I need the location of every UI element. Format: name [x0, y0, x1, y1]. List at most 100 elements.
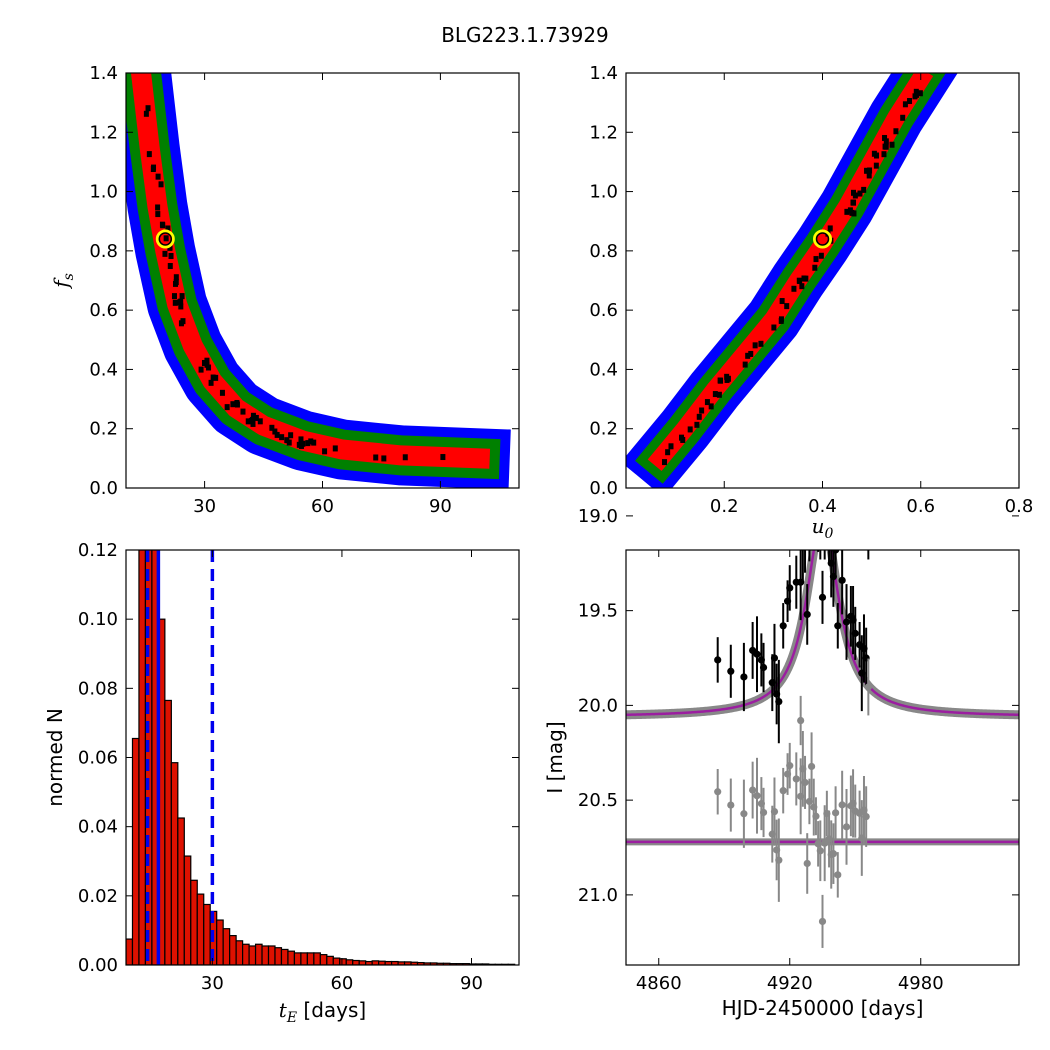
density-peak-pixel	[373, 454, 379, 461]
density-peak-pixel	[158, 181, 164, 188]
y-tick-label: 20.5	[578, 790, 618, 811]
histogram-bar	[190, 879, 198, 965]
residual-point	[807, 762, 816, 771]
density-peak-pixel	[250, 420, 256, 427]
x-axis-label-sub: E	[286, 1010, 297, 1026]
y-tick-label: 0.0	[589, 478, 618, 499]
density-peak-pixel	[300, 440, 306, 447]
density-peak-pixel	[752, 342, 758, 349]
y-tick-label: 19.0	[578, 506, 618, 527]
density-peak-pixel	[178, 298, 184, 305]
data-point	[770, 654, 779, 662]
density-peak-pixel	[662, 459, 668, 466]
residual-point	[838, 801, 846, 809]
histogram-bar	[222, 928, 231, 965]
density-peak-pixel	[882, 134, 888, 141]
density-peak-pixel	[796, 277, 802, 284]
figure-title: BLG223.1.73929	[441, 23, 609, 47]
density-peak-pixel	[883, 138, 889, 145]
y-axis-label-sub: s	[61, 273, 77, 280]
density-peak-pixel	[784, 303, 790, 310]
histogram-bar	[332, 957, 341, 965]
density-peak-pixel	[162, 250, 168, 257]
density-peak-pixel	[712, 391, 718, 398]
density-peak-pixel	[827, 225, 833, 232]
residual-point	[829, 850, 838, 858]
density-peak-pixel	[155, 204, 161, 211]
density-peak-pixel	[240, 408, 246, 415]
plot-area	[126, 550, 516, 965]
residual-point	[740, 810, 748, 818]
histogram-bar	[196, 893, 205, 965]
density-peak-pixel	[298, 436, 304, 443]
density-peak-pixel	[866, 172, 872, 179]
density-peak-pixel	[699, 407, 705, 414]
residual-point	[818, 917, 827, 926]
density-peak-pixel	[851, 199, 857, 206]
density-peak-pixel	[159, 221, 165, 228]
residual-point	[759, 808, 768, 817]
histogram-bar	[371, 960, 380, 965]
density-peak-pixel	[245, 418, 251, 425]
density-peak-pixel	[332, 445, 338, 452]
y-tick-label: 1.2	[89, 122, 118, 143]
residual-point	[864, 683, 872, 691]
data-point	[803, 610, 811, 619]
residual-point	[812, 812, 820, 820]
density-peak-pixel	[742, 361, 748, 368]
residual-point	[775, 856, 783, 864]
x-tick-label: 4860	[636, 973, 682, 994]
density-peak-pixel	[758, 340, 764, 347]
density-peak-pixel	[269, 424, 275, 431]
plot-area	[126, 73, 511, 488]
density-peak-pixel	[172, 299, 178, 306]
density-peak-pixel	[308, 438, 314, 445]
histogram-bar	[326, 955, 334, 965]
density-peak-pixel	[748, 350, 754, 357]
residual-point	[803, 859, 811, 868]
density-peak-pixel	[716, 391, 722, 398]
residual-point	[797, 716, 805, 725]
density-peak-pixel	[694, 421, 700, 428]
y-axis-label: normed N	[43, 708, 67, 807]
y-tick-label: 1.0	[89, 182, 118, 203]
axes-frame	[625, 549, 1020, 966]
y-tick-label: 0.10	[78, 609, 118, 630]
data-point	[714, 656, 722, 664]
density-peak-pixel	[844, 208, 850, 215]
histogram-bar	[345, 959, 354, 965]
histogram-bar	[229, 935, 237, 965]
density-peak-pixel	[151, 164, 157, 171]
data-point	[727, 667, 735, 675]
density-peak-pixel	[851, 210, 857, 217]
density-peak-pixel	[900, 114, 906, 121]
density-peak-pixel	[440, 454, 446, 461]
x-tick-label: 60	[330, 973, 353, 994]
density-peak-pixel	[173, 279, 179, 286]
density-peak-pixel	[381, 455, 387, 462]
density-peak-pixel	[253, 414, 259, 421]
density-peak-pixel	[167, 244, 173, 251]
density-peak-pixel	[874, 152, 880, 159]
histogram-bar	[183, 855, 192, 965]
y-tick-label: 0.6	[89, 300, 118, 321]
y-tick-label: 0.04	[78, 817, 118, 838]
density-peak-pixel	[724, 373, 730, 380]
density-peak-pixel	[881, 151, 887, 158]
density-peak-pixel	[818, 252, 824, 259]
density-peak-pixel	[913, 88, 919, 95]
panel-light-curve: 4860 4920 4980 19.0 19.5 20.0 20.5 21.0 I [mag] H…	[543, 506, 1020, 1020]
residual-point	[786, 762, 794, 770]
density-peak-pixel	[913, 91, 919, 98]
histogram-bar	[261, 945, 270, 965]
density-peak-pixel	[279, 434, 285, 441]
density-peak-pixel	[179, 293, 185, 300]
residual-point	[862, 812, 870, 821]
density-peak-pixel	[873, 162, 879, 169]
y-tick-label: 0.0	[89, 478, 118, 499]
residual-point	[779, 787, 787, 795]
best-fit-model-line	[626, 550, 1019, 717]
density-peak-pixel	[257, 418, 263, 425]
density-peak-pixel	[864, 167, 870, 174]
panel-fs-vs-te: 30 60 900.00.20.40.60.81.01.21.4fs	[49, 63, 520, 517]
